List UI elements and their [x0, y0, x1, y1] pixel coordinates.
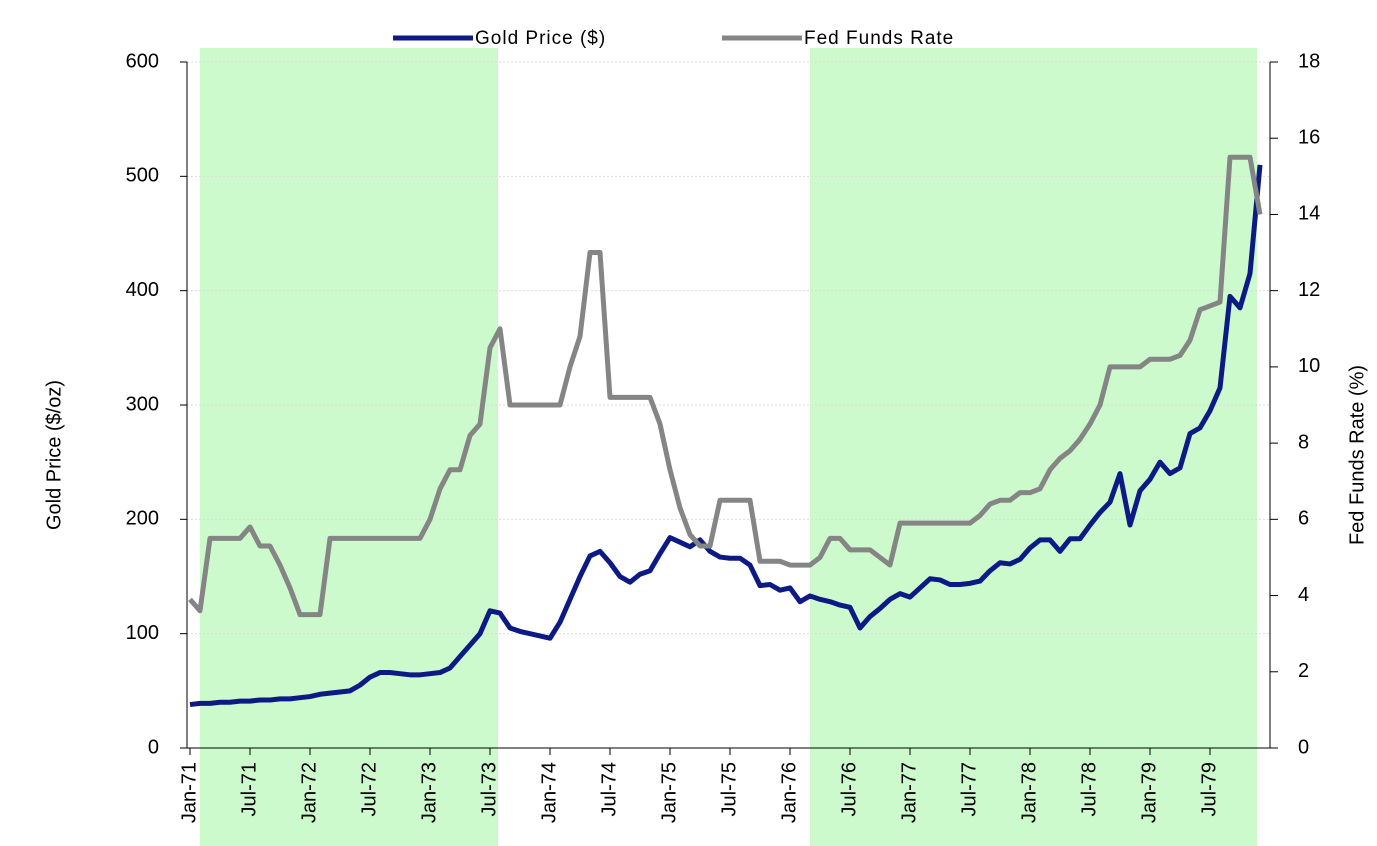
x-tick-label: Jul-71 — [238, 762, 260, 816]
legend-text: Fed Funds Rate — [804, 28, 954, 49]
y-tick-label: 100 — [126, 622, 159, 644]
y-tick-label: 200 — [126, 508, 159, 530]
x-tick-label: Jul-74 — [598, 762, 620, 816]
x-tick-label: Jan-72 — [298, 762, 320, 823]
y-axis-title: Gold Price ($/oz) — [43, 380, 65, 530]
y2-tick-label: 4 — [1298, 584, 1309, 606]
y2-tick-label: 14 — [1298, 203, 1320, 225]
y2-tick-label: 8 — [1298, 431, 1309, 453]
x-tick-label: Jan-74 — [538, 762, 560, 823]
x-tick-label: Jul-79 — [1198, 762, 1220, 816]
shaded-period — [200, 48, 498, 846]
y2-tick-label: 12 — [1298, 279, 1320, 301]
y-tick-label: 400 — [126, 279, 159, 301]
series-line — [189, 164, 1263, 708]
y2-axis-title: Fed Funds Rate (%) — [1346, 365, 1368, 545]
x-tick-label: Jul-76 — [838, 762, 860, 816]
x-tick-label: Jul-78 — [1078, 762, 1100, 816]
y2-tick-label: 2 — [1298, 660, 1309, 682]
y-tick-label: 600 — [126, 50, 159, 72]
y2-tick-label: 10 — [1298, 355, 1320, 377]
x-tick-label: Jan-79 — [1138, 762, 1160, 823]
y2-tick-label: 16 — [1298, 127, 1320, 149]
x-tick-label: Jan-77 — [898, 762, 920, 823]
x-tick-label: Jan-78 — [1018, 762, 1040, 823]
y2-tick-label: 0 — [1298, 736, 1309, 758]
y2-tick-label: 6 — [1298, 508, 1309, 530]
series-line — [188, 154, 1263, 618]
y-tick-label: 500 — [126, 165, 159, 187]
x-tick-label: Jul-75 — [718, 762, 740, 816]
x-tick-label: Jan-76 — [778, 762, 800, 823]
x-tick-label: Jul-77 — [958, 762, 980, 816]
x-tick-label: Jan-73 — [418, 762, 440, 823]
y-tick-label: 300 — [126, 393, 159, 415]
x-tick-label: Jul-73 — [478, 762, 500, 816]
x-tick-label: Jan-71 — [178, 762, 200, 823]
y2-tick-label: 18 — [1298, 50, 1320, 72]
y-tick-label: 0 — [148, 736, 159, 758]
legend-text: Gold Price ($) — [475, 28, 606, 49]
x-tick-label: Jul-72 — [358, 762, 380, 816]
shaded-period — [810, 48, 1257, 846]
x-tick-label: Jan-75 — [658, 762, 680, 823]
